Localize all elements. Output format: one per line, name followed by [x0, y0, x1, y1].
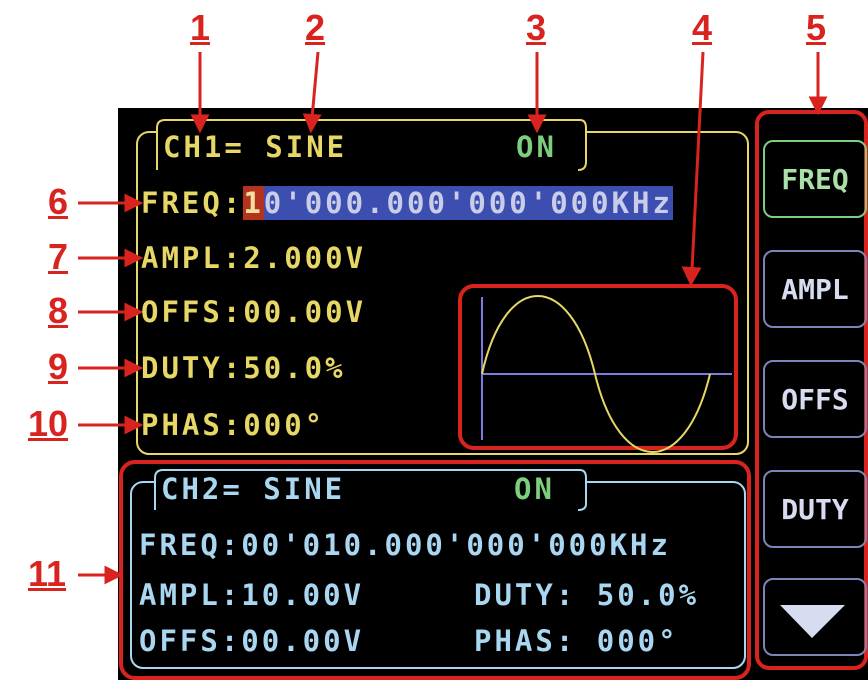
ch2-freq: FREQ:00'010.000'000'000KHz — [139, 525, 671, 565]
callout: 2 — [305, 8, 325, 48]
callout: 7 — [48, 237, 68, 277]
callout: 8 — [48, 291, 68, 331]
ch2-title: CH2= SINE — [161, 469, 345, 509]
freq-cursor: 1 — [243, 186, 263, 220]
callout: 1 — [190, 8, 210, 48]
ch1-freq: FREQ:10'000.000'000'000KHz — [141, 183, 673, 223]
menu-button[interactable]: FREQ — [763, 140, 867, 218]
callout: 3 — [526, 8, 546, 48]
callout: 9 — [48, 347, 68, 387]
menu-button[interactable]: OFFS — [763, 360, 867, 438]
ch2-status: ON — [514, 469, 555, 509]
callout: 4 — [692, 8, 712, 48]
freq-label: FREQ: — [141, 186, 243, 220]
callout: 10 — [28, 404, 68, 444]
wave-box — [460, 286, 736, 448]
page: 1 2 3 4 5 6 7 8 9 10 11 CH1= SINE ON FRE… — [0, 0, 868, 680]
menu-down-button[interactable] — [763, 578, 867, 656]
ch1-ampl: AMPL:2.000V — [141, 238, 366, 278]
ch2-offs: OFFS:00.00V — [139, 621, 364, 661]
ch1-status: ON — [516, 127, 557, 167]
ch1-phas: PHAS:000° — [141, 405, 325, 445]
ch2-duty: DUTY: 50.0% — [474, 575, 699, 615]
ch2-phas: PHAS: 000° — [474, 621, 679, 661]
callout: 11 — [28, 554, 66, 594]
ch1-duty: DUTY:50.0% — [141, 348, 346, 388]
callout: 5 — [806, 8, 826, 48]
ch1-title: CH1= SINE — [163, 127, 347, 167]
callout: 6 — [48, 182, 68, 222]
frame-layer — [0, 0, 868, 680]
menu-button[interactable]: AMPL — [763, 250, 867, 328]
freq-value: 0'000.000'000'000KHz — [264, 186, 673, 220]
menu-button[interactable]: DUTY — [763, 470, 867, 548]
ch1-offs: OFFS:00.00V — [141, 292, 366, 332]
ch2-ampl: AMPL:10.00V — [139, 575, 364, 615]
